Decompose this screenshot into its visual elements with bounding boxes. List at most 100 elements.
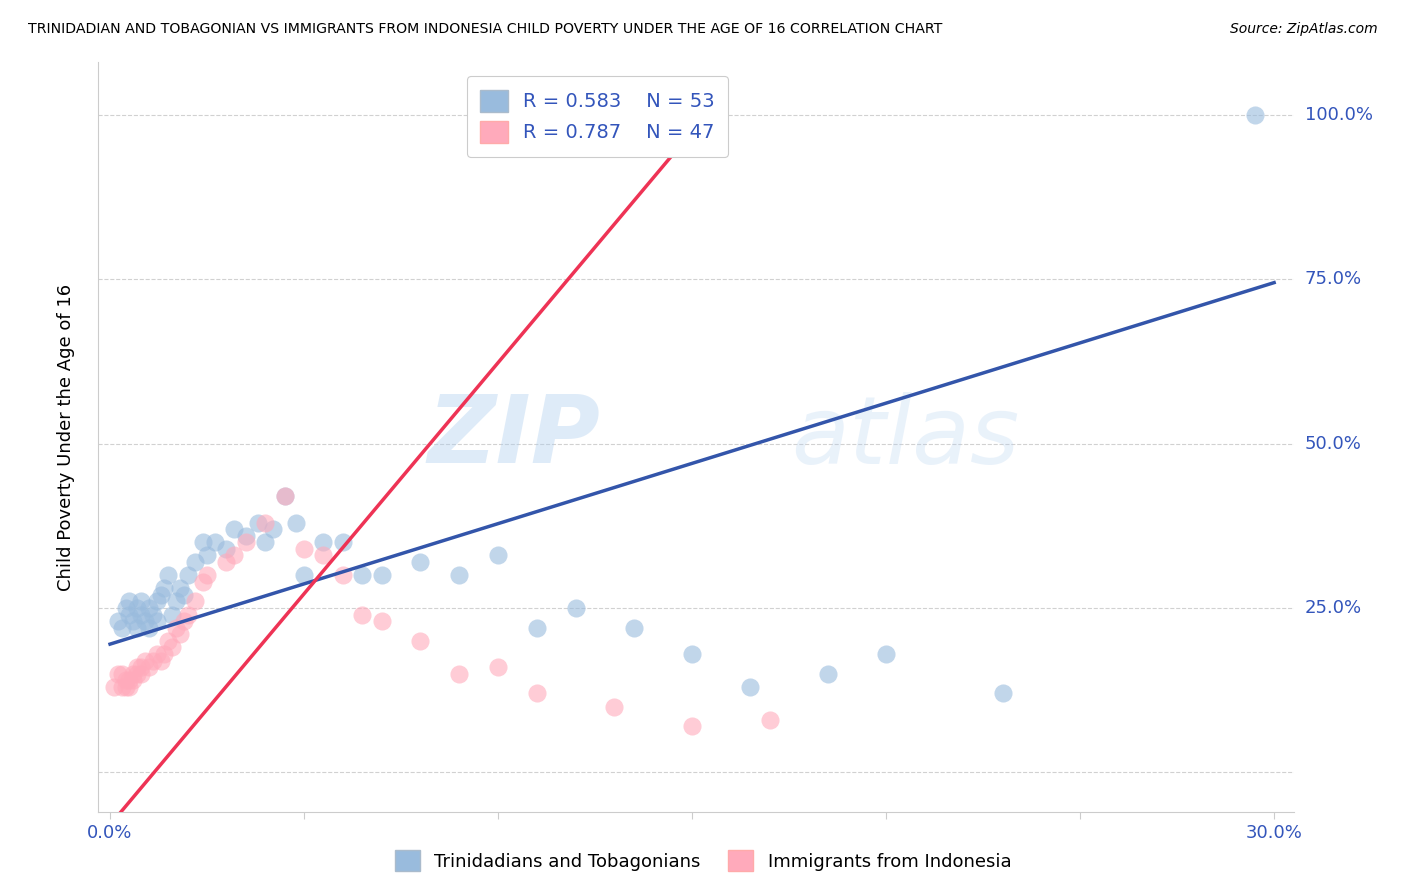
Text: 75.0%: 75.0% bbox=[1305, 270, 1362, 288]
Point bbox=[875, 647, 897, 661]
Point bbox=[127, 621, 149, 635]
Point bbox=[118, 594, 141, 608]
Point bbox=[138, 601, 160, 615]
Point bbox=[111, 680, 134, 694]
Point bbox=[409, 555, 432, 569]
Point bbox=[352, 568, 374, 582]
Point bbox=[165, 621, 187, 635]
Point bbox=[254, 535, 277, 549]
Point bbox=[153, 647, 176, 661]
Point bbox=[111, 666, 134, 681]
Legend: Trinidadians and Tobagonians, Immigrants from Indonesia: Trinidadians and Tobagonians, Immigrants… bbox=[388, 843, 1018, 879]
Text: 25.0%: 25.0% bbox=[1305, 599, 1362, 617]
Point bbox=[160, 607, 183, 622]
Point bbox=[118, 673, 141, 688]
Point bbox=[122, 614, 145, 628]
Point bbox=[370, 614, 392, 628]
Point bbox=[224, 549, 246, 563]
Text: Source: ZipAtlas.com: Source: ZipAtlas.com bbox=[1230, 22, 1378, 37]
Point bbox=[564, 601, 586, 615]
Y-axis label: Child Poverty Under the Age of 16: Child Poverty Under the Age of 16 bbox=[56, 284, 75, 591]
Point bbox=[332, 535, 354, 549]
Point bbox=[486, 549, 509, 563]
Point bbox=[173, 614, 195, 628]
Point bbox=[145, 614, 167, 628]
Text: TRINIDADIAN AND TOBAGONIAN VS IMMIGRANTS FROM INDONESIA CHILD POVERTY UNDER THE : TRINIDADIAN AND TOBAGONIAN VS IMMIGRANTS… bbox=[28, 22, 942, 37]
Point bbox=[273, 489, 295, 503]
Text: 100.0%: 100.0% bbox=[1305, 106, 1372, 124]
Point bbox=[312, 549, 335, 563]
Point bbox=[681, 719, 703, 733]
Point bbox=[169, 627, 191, 641]
Point bbox=[292, 541, 315, 556]
Point bbox=[149, 588, 172, 602]
Legend: R = 0.583    N = 53, R = 0.787    N = 47: R = 0.583 N = 53, R = 0.787 N = 47 bbox=[467, 76, 728, 157]
Point bbox=[195, 568, 218, 582]
Point bbox=[195, 549, 218, 563]
Point bbox=[623, 621, 645, 635]
Point bbox=[246, 516, 269, 530]
Point bbox=[142, 607, 165, 622]
Point bbox=[224, 522, 246, 536]
Point bbox=[564, 102, 586, 116]
Point bbox=[176, 607, 198, 622]
Point bbox=[111, 621, 134, 635]
Point bbox=[138, 621, 160, 635]
Point bbox=[114, 673, 136, 688]
Point bbox=[1243, 108, 1265, 122]
Point bbox=[118, 607, 141, 622]
Point bbox=[122, 673, 145, 688]
Point bbox=[149, 654, 172, 668]
Point bbox=[145, 594, 167, 608]
Point bbox=[740, 680, 762, 694]
Point bbox=[486, 660, 509, 674]
Point bbox=[332, 568, 354, 582]
Point bbox=[127, 666, 149, 681]
Point bbox=[127, 660, 149, 674]
Point bbox=[193, 574, 215, 589]
Point bbox=[273, 489, 295, 503]
Point bbox=[153, 581, 176, 595]
Point bbox=[157, 568, 180, 582]
Point bbox=[758, 713, 780, 727]
Point bbox=[449, 666, 471, 681]
Point bbox=[991, 686, 1014, 700]
Point bbox=[681, 647, 703, 661]
Point bbox=[262, 522, 284, 536]
Point bbox=[449, 568, 471, 582]
Point bbox=[145, 647, 167, 661]
Point bbox=[129, 607, 152, 622]
Point bbox=[204, 535, 226, 549]
Point bbox=[129, 666, 152, 681]
Text: ZIP: ZIP bbox=[427, 391, 600, 483]
Point bbox=[127, 601, 149, 615]
Point bbox=[160, 640, 183, 655]
Point bbox=[254, 516, 277, 530]
Point bbox=[603, 699, 626, 714]
Point bbox=[526, 686, 548, 700]
Point bbox=[107, 666, 129, 681]
Point bbox=[184, 594, 207, 608]
Point bbox=[165, 594, 187, 608]
Point bbox=[103, 680, 125, 694]
Point bbox=[142, 654, 165, 668]
Point bbox=[409, 633, 432, 648]
Point bbox=[138, 660, 160, 674]
Point bbox=[235, 535, 257, 549]
Point bbox=[184, 555, 207, 569]
Point bbox=[173, 588, 195, 602]
Point bbox=[215, 541, 238, 556]
Point bbox=[285, 516, 308, 530]
Point bbox=[107, 614, 129, 628]
Point bbox=[114, 601, 136, 615]
Point bbox=[292, 568, 315, 582]
Point bbox=[176, 568, 198, 582]
Point bbox=[235, 529, 257, 543]
Point bbox=[129, 660, 152, 674]
Point bbox=[114, 680, 136, 694]
Point bbox=[157, 633, 180, 648]
Point bbox=[312, 535, 335, 549]
Point bbox=[370, 568, 392, 582]
Point bbox=[122, 666, 145, 681]
Text: atlas: atlas bbox=[792, 392, 1019, 483]
